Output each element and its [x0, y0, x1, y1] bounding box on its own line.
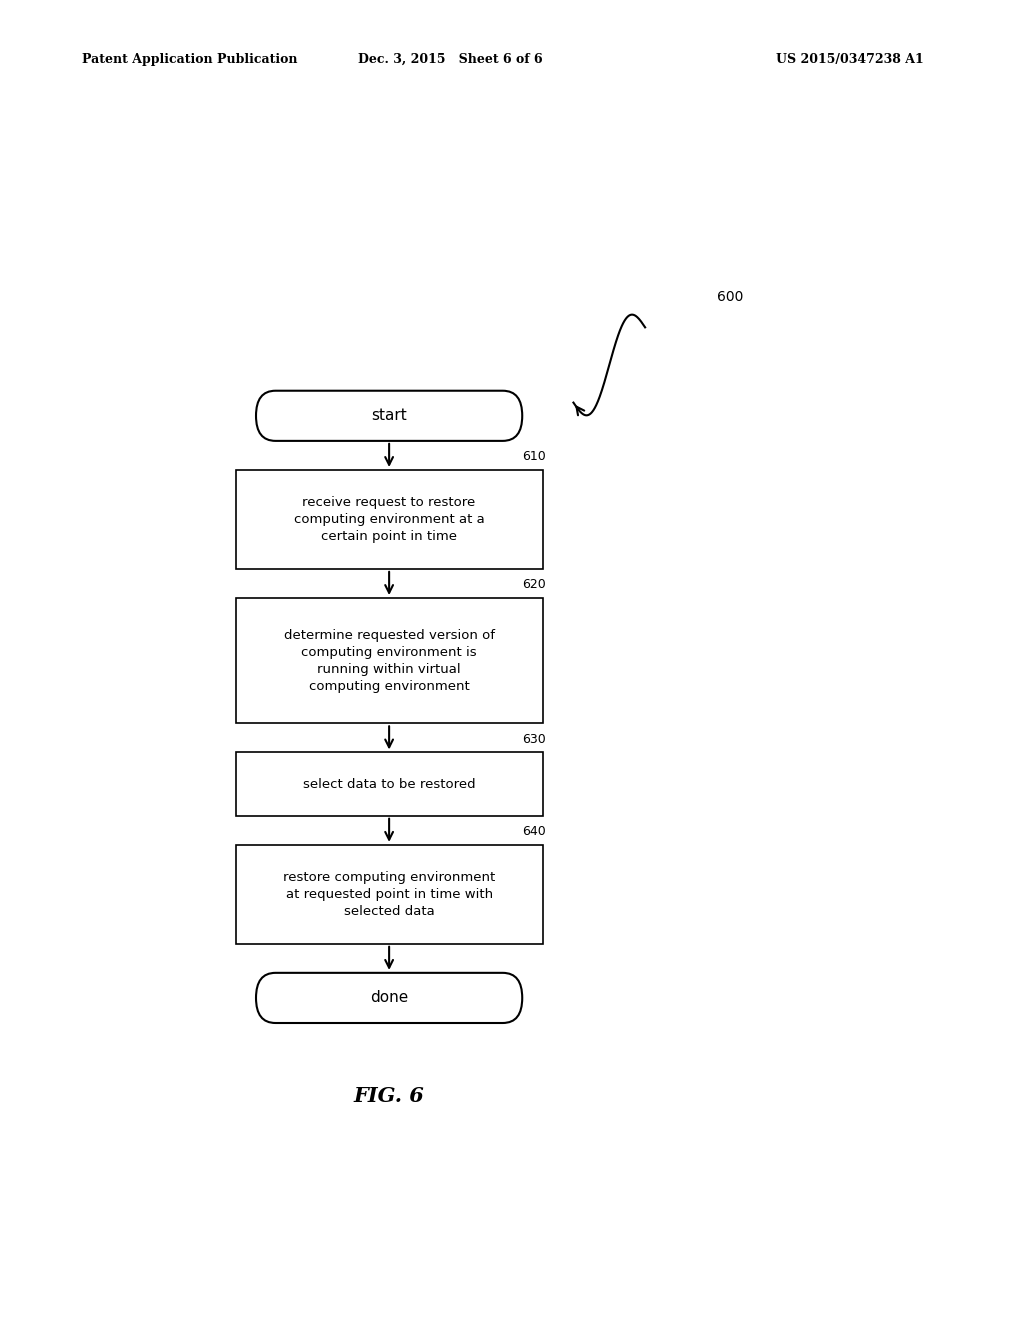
FancyBboxPatch shape [236, 845, 543, 944]
Text: FIG. 6: FIG. 6 [353, 1085, 425, 1106]
Text: Dec. 3, 2015   Sheet 6 of 6: Dec. 3, 2015 Sheet 6 of 6 [358, 53, 543, 66]
FancyBboxPatch shape [236, 752, 543, 816]
FancyBboxPatch shape [236, 598, 543, 723]
Text: start: start [372, 408, 407, 424]
Text: select data to be restored: select data to be restored [303, 777, 475, 791]
Text: Patent Application Publication: Patent Application Publication [82, 53, 297, 66]
FancyBboxPatch shape [236, 470, 543, 569]
Text: 640: 640 [522, 825, 546, 838]
Text: determine requested version of
computing environment is
running within virtual
c: determine requested version of computing… [284, 628, 495, 693]
Text: receive request to restore
computing environment at a
certain point in time: receive request to restore computing env… [294, 496, 484, 543]
FancyBboxPatch shape [256, 391, 522, 441]
Text: 620: 620 [522, 578, 546, 591]
Text: 610: 610 [522, 450, 546, 463]
Text: restore computing environment
at requested point in time with
selected data: restore computing environment at request… [283, 871, 496, 917]
Text: done: done [370, 990, 409, 1006]
Text: US 2015/0347238 A1: US 2015/0347238 A1 [776, 53, 924, 66]
Text: 630: 630 [522, 733, 546, 746]
Text: 600: 600 [717, 290, 743, 304]
FancyBboxPatch shape [256, 973, 522, 1023]
